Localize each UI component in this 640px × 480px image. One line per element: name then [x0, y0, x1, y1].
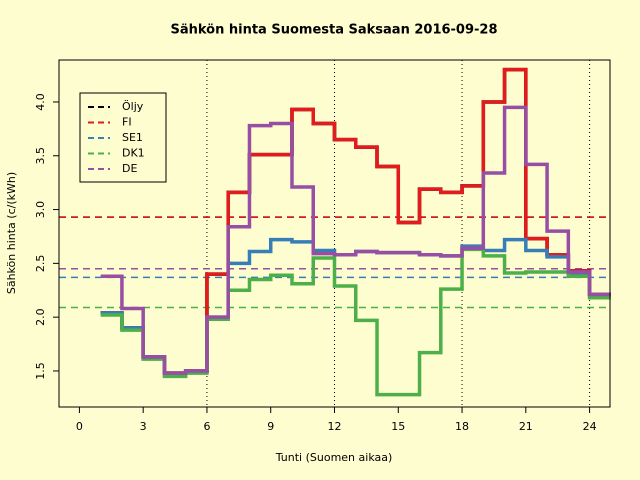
- x-tick-label: 12: [328, 420, 342, 433]
- x-axis-label: Tunti (Suomen aikaa): [275, 451, 393, 464]
- legend-box: [79, 92, 167, 183]
- x-tick-label: 15: [391, 420, 405, 433]
- legend-label: Öljy: [122, 100, 144, 113]
- series-line: [100, 105, 611, 375]
- y-tick-label: 1.5: [34, 362, 47, 380]
- y-tick-label: 2.5: [34, 255, 47, 273]
- x-tick-label: 6: [203, 420, 210, 433]
- legend-label: DK1: [122, 147, 145, 160]
- y-tick-label: 3.5: [34, 147, 47, 165]
- y-tick-label: 2.0: [34, 308, 47, 326]
- x-tick-label: 3: [140, 420, 147, 433]
- x-tick-label: 21: [519, 420, 533, 433]
- y-tick-label: 3.0: [34, 201, 47, 219]
- legend-label: FI: [122, 116, 132, 129]
- x-tick-label: 0: [76, 420, 83, 433]
- x-tick-label: 24: [583, 420, 597, 433]
- x-tick-label: 9: [267, 420, 274, 433]
- x-tick-label: 18: [455, 420, 469, 433]
- legend-label: DE: [122, 162, 137, 175]
- legend-label: SE1: [122, 131, 143, 144]
- y-tick-label: 4.0: [34, 93, 47, 111]
- y-axis-label: Sähkön hinta (c/(kWh): [5, 172, 18, 294]
- chart-title: Sähkön hinta Suomesta Saksaan 2016-09-28: [170, 23, 497, 38]
